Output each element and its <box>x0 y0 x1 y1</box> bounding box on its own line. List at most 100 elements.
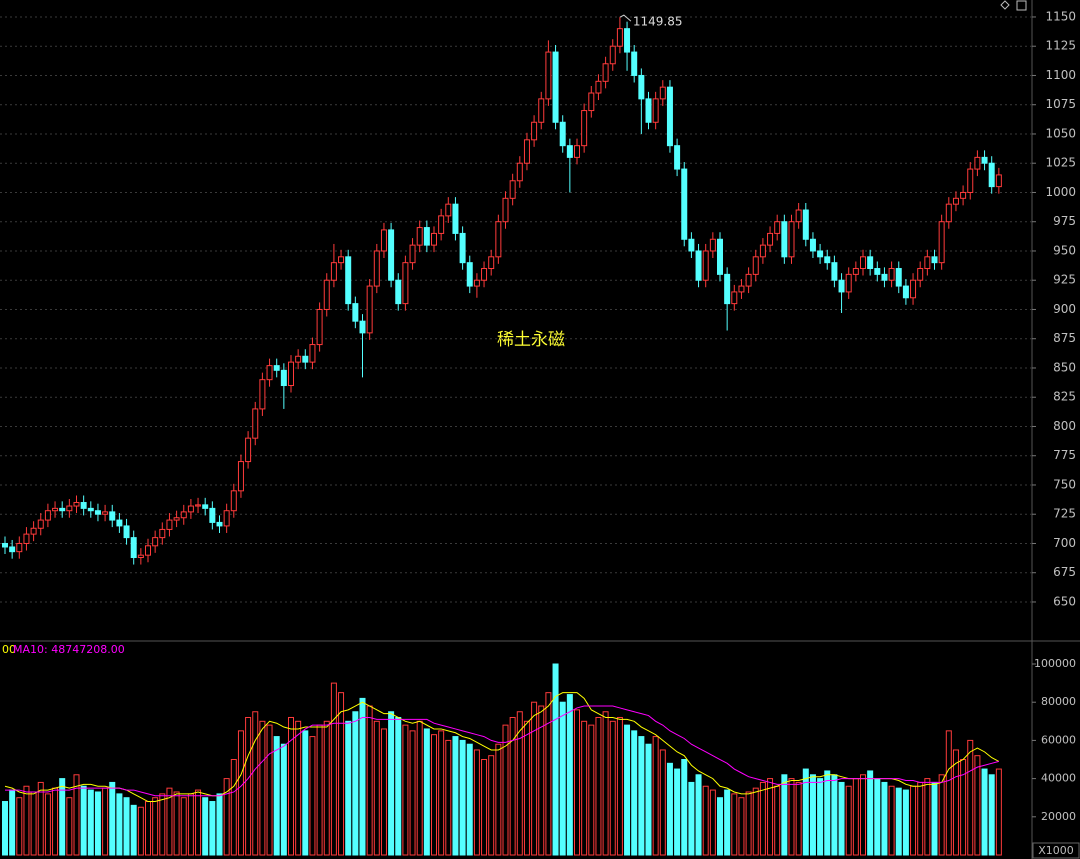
volume-bar <box>738 797 745 856</box>
volume-bar <box>860 774 866 856</box>
candle-body <box>73 502 80 507</box>
candle-body <box>809 238 816 252</box>
volume-bar <box>373 720 380 856</box>
volume-bar <box>94 791 101 856</box>
tool-icon[interactable] <box>1016 0 1027 11</box>
volume-bar <box>73 774 80 856</box>
volume-bar <box>295 720 302 856</box>
candle-body <box>9 546 16 553</box>
volume-bar <box>316 724 323 856</box>
candle-body <box>845 273 852 293</box>
candle-body <box>388 229 395 281</box>
candle-body <box>624 28 631 53</box>
ma-line <box>4 692 1000 803</box>
candle-body <box>688 238 695 252</box>
tool-icon[interactable] <box>1000 0 1010 10</box>
y-tick-label: 950 <box>1053 243 1076 257</box>
candle-body <box>831 262 838 281</box>
candle-body <box>924 256 931 270</box>
candle-body <box>252 408 259 439</box>
candle-body <box>974 156 981 170</box>
candle-body <box>266 365 273 381</box>
volume-bar <box>681 759 688 856</box>
candle-body <box>216 521 223 527</box>
candle-body <box>867 256 874 270</box>
volume-bar <box>602 711 609 856</box>
candle-body <box>288 361 294 387</box>
y-tick-label: 900 <box>1053 302 1076 316</box>
volume-bar <box>545 692 552 856</box>
volume-bar <box>523 720 530 856</box>
candle-body <box>645 98 652 123</box>
y-tick-label: 700 <box>1053 536 1076 550</box>
volume-bar <box>967 739 974 856</box>
volume-bar <box>552 663 559 856</box>
candle-body <box>802 209 809 240</box>
volume-bar <box>988 774 995 856</box>
volume-bar <box>709 789 716 856</box>
volume-bar <box>609 720 616 856</box>
candle-body <box>616 28 623 47</box>
candle-body <box>230 490 237 512</box>
volume-bar <box>216 793 223 856</box>
volume-bar <box>402 724 409 856</box>
candle-body <box>202 504 209 509</box>
volume-bar <box>566 694 573 856</box>
volume-bar <box>187 793 194 856</box>
volume-bar <box>981 768 988 856</box>
candle-body <box>145 545 151 556</box>
candle-body <box>502 197 509 223</box>
candle-body <box>581 110 588 147</box>
candle-body <box>545 51 552 100</box>
candle-body <box>52 507 59 512</box>
volume-bar <box>266 724 273 856</box>
candle-body <box>280 369 287 387</box>
y-tick-label: 925 <box>1053 273 1076 287</box>
volume-bar <box>838 781 845 856</box>
candle-body <box>30 527 37 535</box>
volume-bar <box>917 781 924 856</box>
volume-bar <box>945 730 952 856</box>
volume-bar <box>502 724 509 856</box>
volume-tick-label: 60000 <box>1041 733 1076 746</box>
volume-bar <box>252 711 259 856</box>
volume-bar <box>66 797 73 856</box>
candle-body <box>409 244 416 264</box>
volume-bar <box>438 730 445 856</box>
volume-bar <box>702 785 709 856</box>
volume-bar <box>137 806 144 856</box>
candle-body <box>881 273 888 281</box>
volume-bar <box>102 787 109 856</box>
y-tick-label: 975 <box>1053 214 1076 228</box>
volume-bar <box>795 781 802 856</box>
volume-bar <box>559 701 566 856</box>
volume-bar <box>788 778 795 856</box>
candle-body <box>652 98 659 123</box>
volume-bar <box>173 791 180 856</box>
candle-body <box>80 502 87 509</box>
volume-bar <box>910 785 917 856</box>
legend-ma10: MA10: 48747208.00 <box>13 643 125 656</box>
candle-body <box>481 268 488 281</box>
candle-body <box>552 51 559 123</box>
candle-body <box>495 221 502 258</box>
candle-body <box>452 203 459 234</box>
y-tick-label: 1125 <box>1045 39 1076 53</box>
volume-bar <box>288 716 294 856</box>
volume-tick-label: 80000 <box>1041 695 1076 708</box>
candle-body <box>23 533 30 544</box>
candle-body <box>681 168 688 240</box>
candle-body <box>380 229 387 252</box>
candle-body <box>173 517 180 521</box>
candle-body <box>488 256 495 270</box>
volume-bar <box>16 797 23 856</box>
candle-body <box>938 221 945 264</box>
volume-bar <box>409 730 416 856</box>
y-tick-label: 1100 <box>1045 68 1076 82</box>
volume-bar <box>352 711 359 856</box>
volume-bar <box>345 720 352 856</box>
volume-bar <box>752 787 759 856</box>
candle-body <box>981 156 988 164</box>
volume-bar <box>302 730 309 856</box>
